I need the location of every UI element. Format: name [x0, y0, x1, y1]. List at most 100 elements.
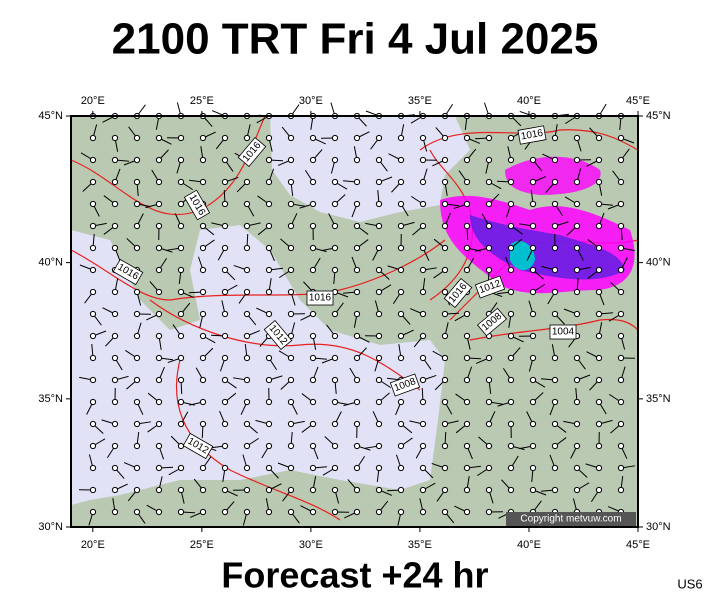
station: [222, 245, 227, 250]
station: [288, 179, 293, 184]
station: [376, 377, 381, 382]
station: [112, 245, 117, 250]
station: [288, 465, 293, 470]
station: [376, 223, 381, 228]
station: [156, 465, 161, 470]
copyright: Copyright metvuw.com: [520, 514, 621, 525]
station: [112, 443, 117, 448]
lon-label: 25°E: [190, 539, 214, 551]
lon-label: 30°E: [299, 539, 323, 551]
station: [398, 311, 403, 316]
station: [508, 179, 513, 184]
station: [508, 201, 513, 206]
station: [178, 399, 183, 404]
station: [442, 509, 447, 514]
station: [486, 157, 491, 162]
station: [486, 509, 491, 514]
station: [156, 179, 161, 184]
station: [112, 289, 117, 294]
station: [530, 245, 535, 250]
station: [574, 487, 579, 492]
station: [222, 179, 227, 184]
station: [222, 289, 227, 294]
station: [464, 333, 469, 338]
station: [486, 399, 491, 404]
station: [530, 311, 535, 316]
station: [486, 223, 491, 228]
station: [354, 355, 359, 360]
station: [332, 487, 337, 492]
station: [420, 355, 425, 360]
station: [112, 157, 117, 162]
station: [376, 355, 381, 360]
station: [134, 377, 139, 382]
station: [266, 311, 271, 316]
station: [222, 487, 227, 492]
station: [486, 267, 491, 272]
station: [508, 355, 513, 360]
station: [442, 355, 447, 360]
station: [618, 201, 623, 206]
station: [112, 311, 117, 316]
station: [618, 421, 623, 426]
station: [200, 289, 205, 294]
station: [134, 223, 139, 228]
station: [332, 179, 337, 184]
station: [244, 245, 249, 250]
station: [464, 267, 469, 272]
station: [90, 245, 95, 250]
station: [420, 399, 425, 404]
station: [530, 355, 535, 360]
station: [354, 135, 359, 140]
station: [156, 245, 161, 250]
station: [420, 465, 425, 470]
station: [288, 377, 293, 382]
station: [156, 223, 161, 228]
station: [134, 509, 139, 514]
station: [420, 421, 425, 426]
station: [420, 201, 425, 206]
station: [244, 443, 249, 448]
station: [442, 135, 447, 140]
station: [310, 311, 315, 316]
station: [266, 355, 271, 360]
station: [112, 509, 117, 514]
station: [134, 157, 139, 162]
station: [90, 509, 95, 514]
station: [178, 333, 183, 338]
station: [552, 443, 557, 448]
station: [552, 267, 557, 272]
station: [618, 311, 623, 316]
station: [596, 289, 601, 294]
station: [574, 355, 579, 360]
station: [332, 333, 337, 338]
station: [112, 179, 117, 184]
station: [354, 465, 359, 470]
station: [310, 201, 315, 206]
station: [442, 443, 447, 448]
station: [200, 377, 205, 382]
station: [552, 355, 557, 360]
station: [442, 245, 447, 250]
station: [442, 267, 447, 272]
station: [574, 443, 579, 448]
station: [486, 421, 491, 426]
station: [288, 267, 293, 272]
station: [420, 377, 425, 382]
station: [310, 223, 315, 228]
station: [464, 487, 469, 492]
station: [332, 157, 337, 162]
lon-label: 40°E: [517, 95, 541, 107]
station: [156, 487, 161, 492]
station: [574, 465, 579, 470]
station: [156, 355, 161, 360]
station: [112, 223, 117, 228]
station: [90, 355, 95, 360]
lon-label: 35°E: [408, 539, 432, 551]
station: [530, 267, 535, 272]
station: [90, 157, 95, 162]
station: [90, 443, 95, 448]
station: [288, 399, 293, 404]
station: [618, 135, 623, 140]
station: [596, 179, 601, 184]
